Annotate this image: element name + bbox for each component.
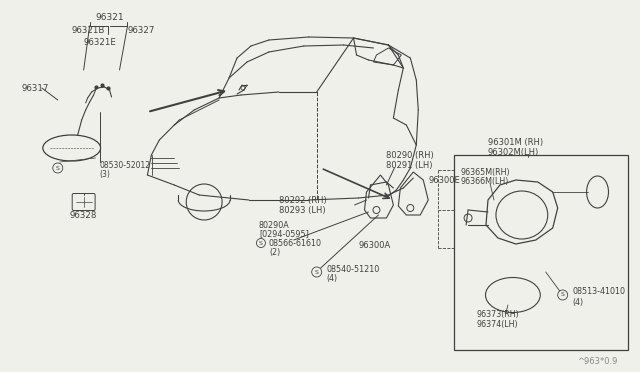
Text: 96321: 96321: [95, 13, 124, 22]
Text: (3): (3): [100, 170, 111, 179]
Text: 96365M(RH): 96365M(RH): [460, 167, 509, 176]
Text: [0294-0595]: [0294-0595]: [259, 230, 309, 238]
Text: 80290A: 80290A: [259, 221, 290, 230]
Text: 96317: 96317: [22, 83, 49, 93]
Text: 80292 (RH): 80292 (RH): [279, 196, 326, 205]
Text: 96327: 96327: [127, 26, 155, 35]
Text: 96366M(LH): 96366M(LH): [460, 176, 509, 186]
Text: 96373(RH): 96373(RH): [476, 311, 519, 320]
Text: 80290 (RH): 80290 (RH): [387, 151, 434, 160]
Text: 96321E: 96321E: [83, 38, 116, 46]
Text: 96374(LH): 96374(LH): [476, 321, 518, 330]
Bar: [454, 155, 628, 350]
Text: S: S: [315, 269, 319, 275]
Text: (4): (4): [573, 298, 584, 307]
Text: 08540-51210: 08540-51210: [326, 264, 380, 273]
Text: 96300A: 96300A: [358, 241, 391, 250]
Text: 96301M (RH): 96301M (RH): [488, 138, 543, 147]
Text: 08530-52012: 08530-52012: [100, 160, 150, 170]
Text: (4): (4): [326, 275, 338, 283]
Text: S: S: [259, 241, 263, 246]
Text: 96302M(LH): 96302M(LH): [488, 148, 540, 157]
Text: 96328: 96328: [70, 211, 97, 219]
Text: 08513-41010: 08513-41010: [573, 288, 626, 296]
Text: 96300E: 96300E: [428, 176, 460, 185]
Text: (2): (2): [269, 247, 280, 257]
Text: ^963*0.9: ^963*0.9: [577, 357, 618, 366]
Text: 96321B: 96321B: [72, 26, 105, 35]
Text: 08566-61610: 08566-61610: [269, 238, 322, 247]
Text: S: S: [56, 166, 60, 170]
Text: 80293 (LH): 80293 (LH): [279, 205, 326, 215]
Text: 80291 (LH): 80291 (LH): [387, 160, 433, 170]
Text: S: S: [561, 292, 564, 298]
